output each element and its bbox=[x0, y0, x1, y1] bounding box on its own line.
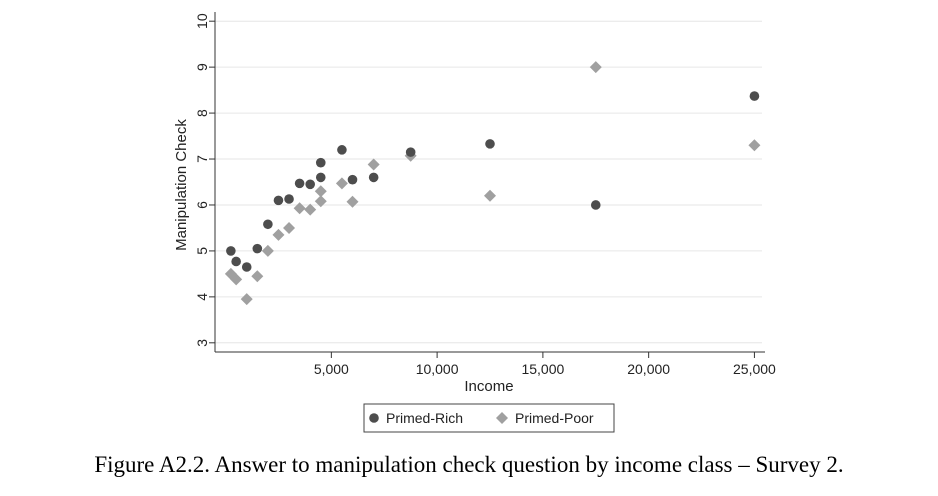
y-tick-label: 10 bbox=[194, 13, 210, 29]
point-primed-poor bbox=[304, 203, 317, 216]
data-points bbox=[224, 61, 761, 306]
y-tick-label: 9 bbox=[194, 63, 210, 71]
point-primed-poor bbox=[314, 195, 327, 208]
point-primed-rich bbox=[315, 157, 326, 168]
point-primed-rich bbox=[315, 172, 326, 183]
point-primed-rich bbox=[405, 147, 416, 157]
point-primed-rich bbox=[231, 256, 241, 267]
point-primed-poor bbox=[293, 202, 306, 215]
x-tick-label: 10,000 bbox=[416, 361, 459, 377]
point-primed-rich bbox=[337, 145, 347, 155]
point-primed-poor bbox=[346, 195, 359, 208]
figure-caption: Figure A2.2. Answer to manipulation chec… bbox=[94, 452, 844, 477]
axes bbox=[214, 12, 765, 353]
y-tick-label: 3 bbox=[194, 339, 210, 347]
point-primed-poor bbox=[484, 189, 496, 202]
legend-box bbox=[363, 403, 615, 433]
point-primed-poor bbox=[335, 177, 348, 190]
y-tick-label: 6 bbox=[194, 201, 210, 209]
point-primed-rich bbox=[241, 262, 252, 272]
legend: Primed-Rich Primed-Poor bbox=[363, 403, 615, 433]
point-primed-rich bbox=[590, 200, 601, 210]
point-primed-poor bbox=[748, 139, 761, 152]
legend-label-primed-rich: Primed-Rich bbox=[386, 410, 463, 426]
point-primed-poor bbox=[272, 228, 285, 241]
y-axis-title: Manipulation Check bbox=[173, 119, 190, 251]
chart-background bbox=[155, 0, 780, 445]
point-primed-poor bbox=[240, 293, 253, 306]
y-tick-label: 8 bbox=[194, 109, 210, 117]
x-tick-label: 15,000 bbox=[521, 361, 564, 377]
x-tick-label: 5,000 bbox=[314, 361, 349, 377]
point-primed-rich bbox=[263, 219, 273, 230]
point-primed-rich bbox=[368, 172, 379, 183]
point-primed-rich bbox=[485, 139, 495, 149]
point-primed-rich bbox=[284, 194, 294, 204]
legend-marker-primed-rich bbox=[369, 413, 379, 423]
point-primed-poor bbox=[251, 270, 264, 283]
point-primed-poor bbox=[261, 244, 274, 257]
point-primed-poor bbox=[367, 158, 380, 171]
point-primed-poor bbox=[314, 185, 327, 198]
ticks: 3 4 5 6 7 8 9 10 5,000 10,000 15,000 20,000 25,000 bbox=[194, 13, 776, 377]
y-tick-label: 7 bbox=[194, 155, 210, 163]
x-axis-title: Income bbox=[464, 378, 513, 395]
point-primed-poor bbox=[230, 273, 243, 286]
point-primed-rich bbox=[347, 174, 358, 185]
point-primed-rich bbox=[749, 91, 760, 101]
point-primed-rich bbox=[294, 178, 305, 189]
y-tick-label: 5 bbox=[194, 247, 210, 255]
gridlines bbox=[215, 20, 762, 344]
point-primed-rich bbox=[226, 246, 236, 256]
y-tick-label: 4 bbox=[194, 293, 210, 301]
point-primed-poor bbox=[283, 221, 296, 234]
point-primed-rich bbox=[305, 179, 315, 190]
legend-marker-primed-poor bbox=[496, 412, 508, 424]
point-primed-rich bbox=[273, 195, 284, 206]
legend-label-primed-poor: Primed-Poor bbox=[515, 410, 594, 426]
point-primed-rich bbox=[252, 243, 263, 254]
x-tick-label: 20,000 bbox=[627, 361, 670, 377]
point-primed-poor bbox=[589, 61, 602, 74]
scatter-chart: 3 4 5 6 7 8 9 10 5,000 10,000 15,000 20,000 25,000 I… bbox=[155, 0, 780, 445]
x-tick-label: 25,000 bbox=[733, 361, 776, 377]
